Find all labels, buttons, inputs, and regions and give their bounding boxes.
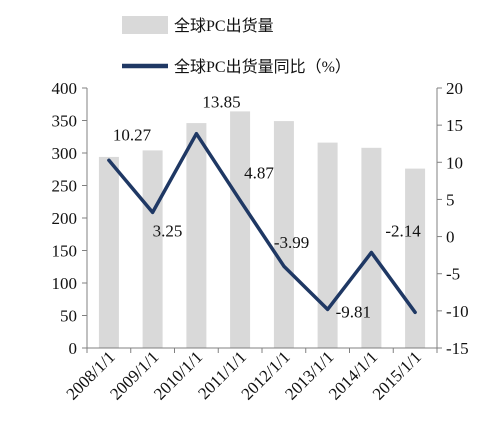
bar (98, 156, 119, 348)
line-point (326, 307, 330, 311)
y-left-tick-label: 350 (52, 112, 78, 131)
bar (273, 121, 294, 348)
y-right-tick-label: -15 (446, 339, 469, 358)
line-point (282, 264, 286, 268)
legend: 全球PC出货量 全球PC出货量同比（%） (122, 16, 351, 76)
bar-series (98, 111, 426, 349)
y-right-tick-label: -10 (446, 302, 469, 321)
legend-label-bar: 全球PC出货量 (174, 17, 274, 35)
bar (405, 168, 426, 348)
y-left-tick-label: 300 (52, 144, 78, 163)
data-label: 13.85 (202, 93, 240, 112)
line-point (238, 198, 242, 202)
line-point (369, 251, 373, 254)
y-left-tick-label: 150 (52, 242, 78, 261)
data-label: -3.99 (274, 233, 309, 252)
data-label: -2.14 (385, 222, 421, 241)
line-point (194, 132, 198, 136)
y-left-tick-label: 0 (69, 339, 78, 358)
y-right-tick-label: -5 (446, 265, 460, 284)
series-line (107, 131, 417, 315)
legend-label-line: 全球PC出货量同比（%） (174, 58, 351, 76)
x-tick-label: 2010/1/1 (150, 347, 206, 403)
bar (186, 123, 207, 348)
y-left-tick-label: 50 (60, 307, 77, 326)
legend-swatch-bar (122, 16, 168, 34)
data-label: 3.25 (153, 221, 183, 240)
data-label: 10.27 (113, 125, 152, 144)
y-right-tick-label: 15 (446, 116, 463, 135)
y-right-tick-label: 5 (446, 190, 455, 209)
y-right-tick-label: 0 (446, 228, 455, 247)
bar (361, 147, 382, 348)
y-right-tick-label: 10 (446, 153, 463, 172)
line-point (107, 158, 111, 162)
y-left-tick-label: 250 (52, 177, 78, 196)
x-tick-label: 2015/1/1 (369, 347, 425, 403)
y-right-tick-label: 20 (446, 79, 463, 98)
line-point (413, 310, 417, 314)
data-label: -9.81 (336, 302, 371, 321)
y-left-tick-label: 200 (52, 209, 78, 228)
bar (230, 111, 251, 349)
bar (317, 142, 338, 348)
line-series (107, 131, 417, 315)
data-labels: 10.27 3.25 13.85 4.87 -3.99 -9.81 -2.14 (113, 93, 421, 322)
data-label: 4.87 (244, 163, 274, 182)
y-left-tick-label: 100 (52, 274, 78, 293)
line-point (151, 210, 155, 214)
y-left-tick-label: 400 (52, 79, 78, 98)
bar (142, 150, 163, 348)
